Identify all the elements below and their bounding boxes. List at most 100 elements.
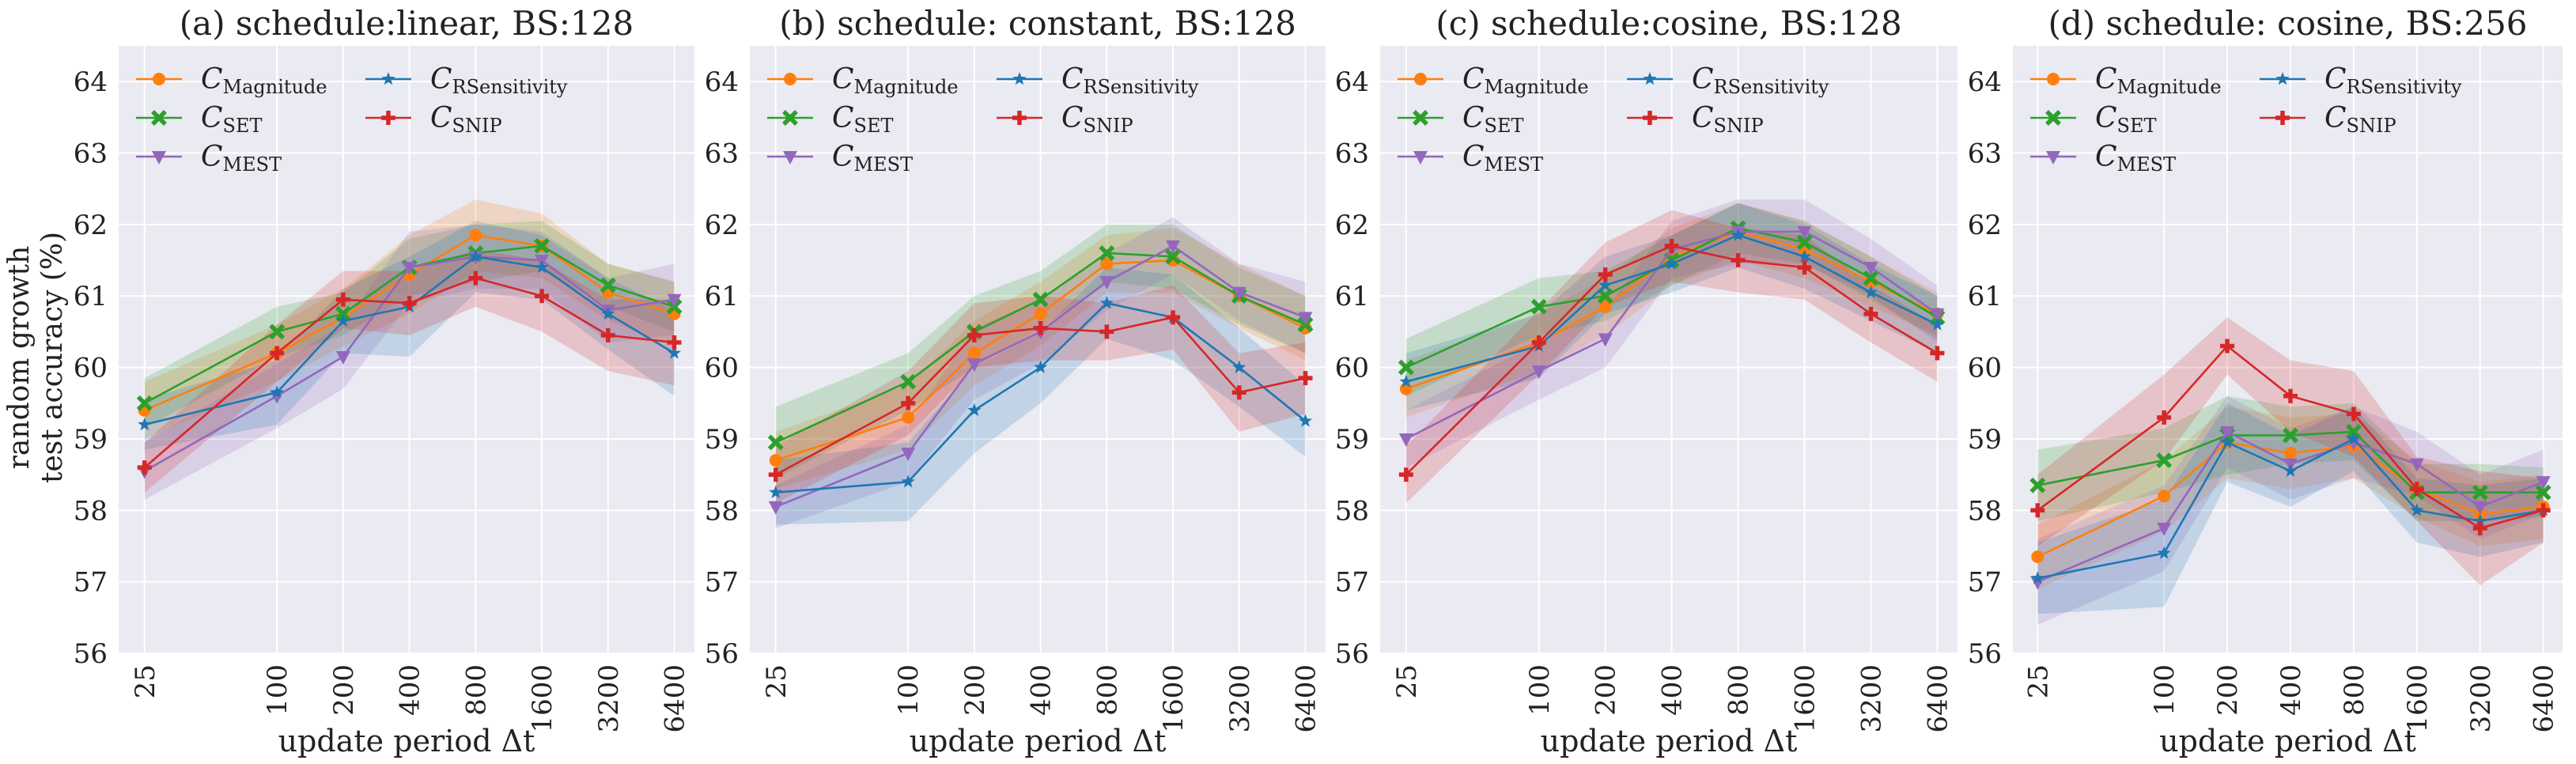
legend-label-set: CSET <box>832 102 894 137</box>
legend-label-snip: CSNIP <box>2324 102 2396 137</box>
point-rsensitivity <box>2283 463 2298 477</box>
band-rsensitivity <box>2037 403 2544 615</box>
legend-marker-mest <box>2046 151 2060 165</box>
legend-label-magnitude: CMagnitude <box>1462 63 1589 98</box>
point-set <box>1530 298 1547 315</box>
point-mest <box>2409 458 2424 472</box>
point-set <box>1032 291 1049 308</box>
y-tick-label: 61 <box>74 281 108 312</box>
legend-label-rsensitivity: CRSensitivity <box>2324 63 2462 98</box>
point-mest <box>1531 365 1546 380</box>
chart-title: (a) schedule:linear, BS:128 <box>180 4 634 43</box>
legend-marker-snip <box>2275 111 2290 125</box>
band-snip <box>2037 317 2544 586</box>
legend-label-rsensitivity: CRSensitivity <box>430 63 568 98</box>
point-magnitude <box>469 229 482 242</box>
point-rsensitivity <box>1930 317 1944 331</box>
y-tick-label: 56 <box>74 638 108 670</box>
point-magnitude <box>2031 550 2045 564</box>
point-snip <box>1598 267 1613 282</box>
point-snip <box>2030 503 2045 518</box>
point-snip <box>468 270 483 286</box>
legend-marker-mest <box>1413 151 1428 165</box>
legend-label-snip: CSNIP <box>1692 102 1764 137</box>
band-snip <box>775 285 1306 504</box>
y-tick-label: 59 <box>1968 424 2002 456</box>
x-tick-label: 800 <box>2339 664 2370 716</box>
point-set <box>767 434 784 451</box>
y-tick-label: 64 <box>1335 66 1369 98</box>
y-tick-label: 60 <box>1968 353 2002 384</box>
legend-marker-magnitude <box>153 73 165 85</box>
legend-marker-set <box>1413 110 1428 126</box>
x-tick-label: 3200 <box>1856 664 1888 733</box>
legend-marker-snip <box>381 111 395 125</box>
x-tick-label: 3200 <box>1224 664 1256 733</box>
line-snip <box>143 277 675 469</box>
line-rsensitivity <box>775 301 1307 494</box>
x-tick-label: 6400 <box>660 664 691 733</box>
x-tick-label: 400 <box>1657 664 1689 716</box>
x-tick-label: 200 <box>1591 664 1622 716</box>
plot-area <box>1380 46 1958 653</box>
point-mest <box>2157 522 2172 536</box>
figure-ylabel-line-1: random growth <box>3 246 36 470</box>
point-snip <box>270 346 285 361</box>
line-rsensitivity <box>144 255 675 426</box>
y-tick-label: 56 <box>705 638 739 670</box>
point-rsensitivity <box>2347 431 2361 445</box>
point-snip <box>600 327 615 342</box>
legend-marker-rsensitivity <box>381 72 395 85</box>
point-mest <box>1099 276 1114 290</box>
legend-label-mest: CMEST <box>2095 141 2176 176</box>
y-tick-label: 57 <box>74 567 108 599</box>
chart-panel-4: 56 57 58 59 60 61 62 63 64 25 100 200 400 800 1600 3200… <box>1968 4 2563 758</box>
point-mest <box>2536 476 2551 490</box>
y-tick-label: 63 <box>74 138 108 170</box>
plot-area <box>750 46 1326 653</box>
x-tick-label: 100 <box>893 664 925 716</box>
point-snip <box>667 335 682 350</box>
x-tick-label: 800 <box>460 664 492 716</box>
point-mest <box>1298 312 1313 326</box>
x-tick-label: 400 <box>2275 664 2307 716</box>
point-snip <box>901 395 916 410</box>
point-rsensitivity <box>2410 503 2424 516</box>
x-tick-label: 3200 <box>593 664 625 733</box>
y-tick-label: 60 <box>74 353 108 384</box>
y-tick-label: 58 <box>74 495 108 527</box>
point-mest <box>1598 333 1613 347</box>
point-set <box>1796 234 1813 251</box>
point-snip <box>335 292 350 307</box>
point-snip <box>1231 385 1246 400</box>
x-tick-label: 200 <box>2212 664 2244 716</box>
point-snip <box>1298 371 1313 386</box>
point-snip <box>1531 335 1546 350</box>
x-tick-label: 200 <box>328 664 360 716</box>
y-tick-label: 58 <box>705 495 739 527</box>
x-tick-label: 1600 <box>1158 664 1190 733</box>
line-set <box>144 244 675 404</box>
x-tick-label: 100 <box>262 664 293 716</box>
x-tick-label: 25 <box>130 664 161 698</box>
point-rsensitivity <box>2030 571 2045 584</box>
point-mest <box>402 262 417 276</box>
legend: CMagnitude CSET CMEST CRSensitivity CSNIP <box>767 63 1199 176</box>
point-snip <box>1033 320 1048 335</box>
point-rsensitivity <box>468 249 482 263</box>
point-rsensitivity <box>2473 513 2487 528</box>
legend-label-set: CSET <box>1462 102 1524 137</box>
x-tick-label: 1600 <box>2402 664 2434 733</box>
legend-label-magnitude: CMagnitude <box>201 63 327 98</box>
y-tick-label: 64 <box>74 66 108 98</box>
line-set <box>775 252 1307 444</box>
point-snip <box>1930 346 1945 361</box>
point-magnitude <box>1034 307 1047 320</box>
point-rsensitivity <box>1099 296 1114 309</box>
legend-label-mest: CMEST <box>832 141 913 176</box>
x-tick-label: 400 <box>1026 664 1057 716</box>
point-magnitude <box>2283 447 2297 460</box>
legend: CMagnitude CSET CMEST CRSensitivity CSNIP <box>136 63 568 176</box>
point-rsensitivity <box>1299 414 1313 427</box>
point-snip <box>768 467 783 482</box>
